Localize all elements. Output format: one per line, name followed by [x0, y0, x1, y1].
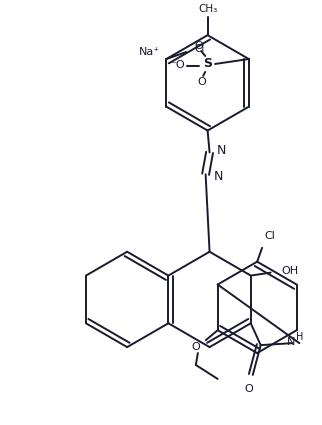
Text: ⁻O: ⁻O	[170, 60, 185, 70]
Text: N: N	[287, 337, 296, 347]
Text: Cl: Cl	[264, 231, 275, 241]
Text: Cl: Cl	[194, 44, 204, 54]
Text: CH₃: CH₃	[198, 4, 217, 14]
Text: H: H	[296, 332, 304, 342]
Text: O: O	[192, 342, 200, 352]
Text: N: N	[217, 144, 226, 157]
Text: N: N	[214, 170, 223, 183]
Text: O: O	[244, 384, 253, 394]
Text: O: O	[198, 77, 207, 87]
Text: Na⁺: Na⁺	[139, 47, 160, 57]
Text: S: S	[203, 57, 212, 71]
Text: O: O	[195, 41, 204, 51]
Text: OH: OH	[281, 266, 298, 276]
